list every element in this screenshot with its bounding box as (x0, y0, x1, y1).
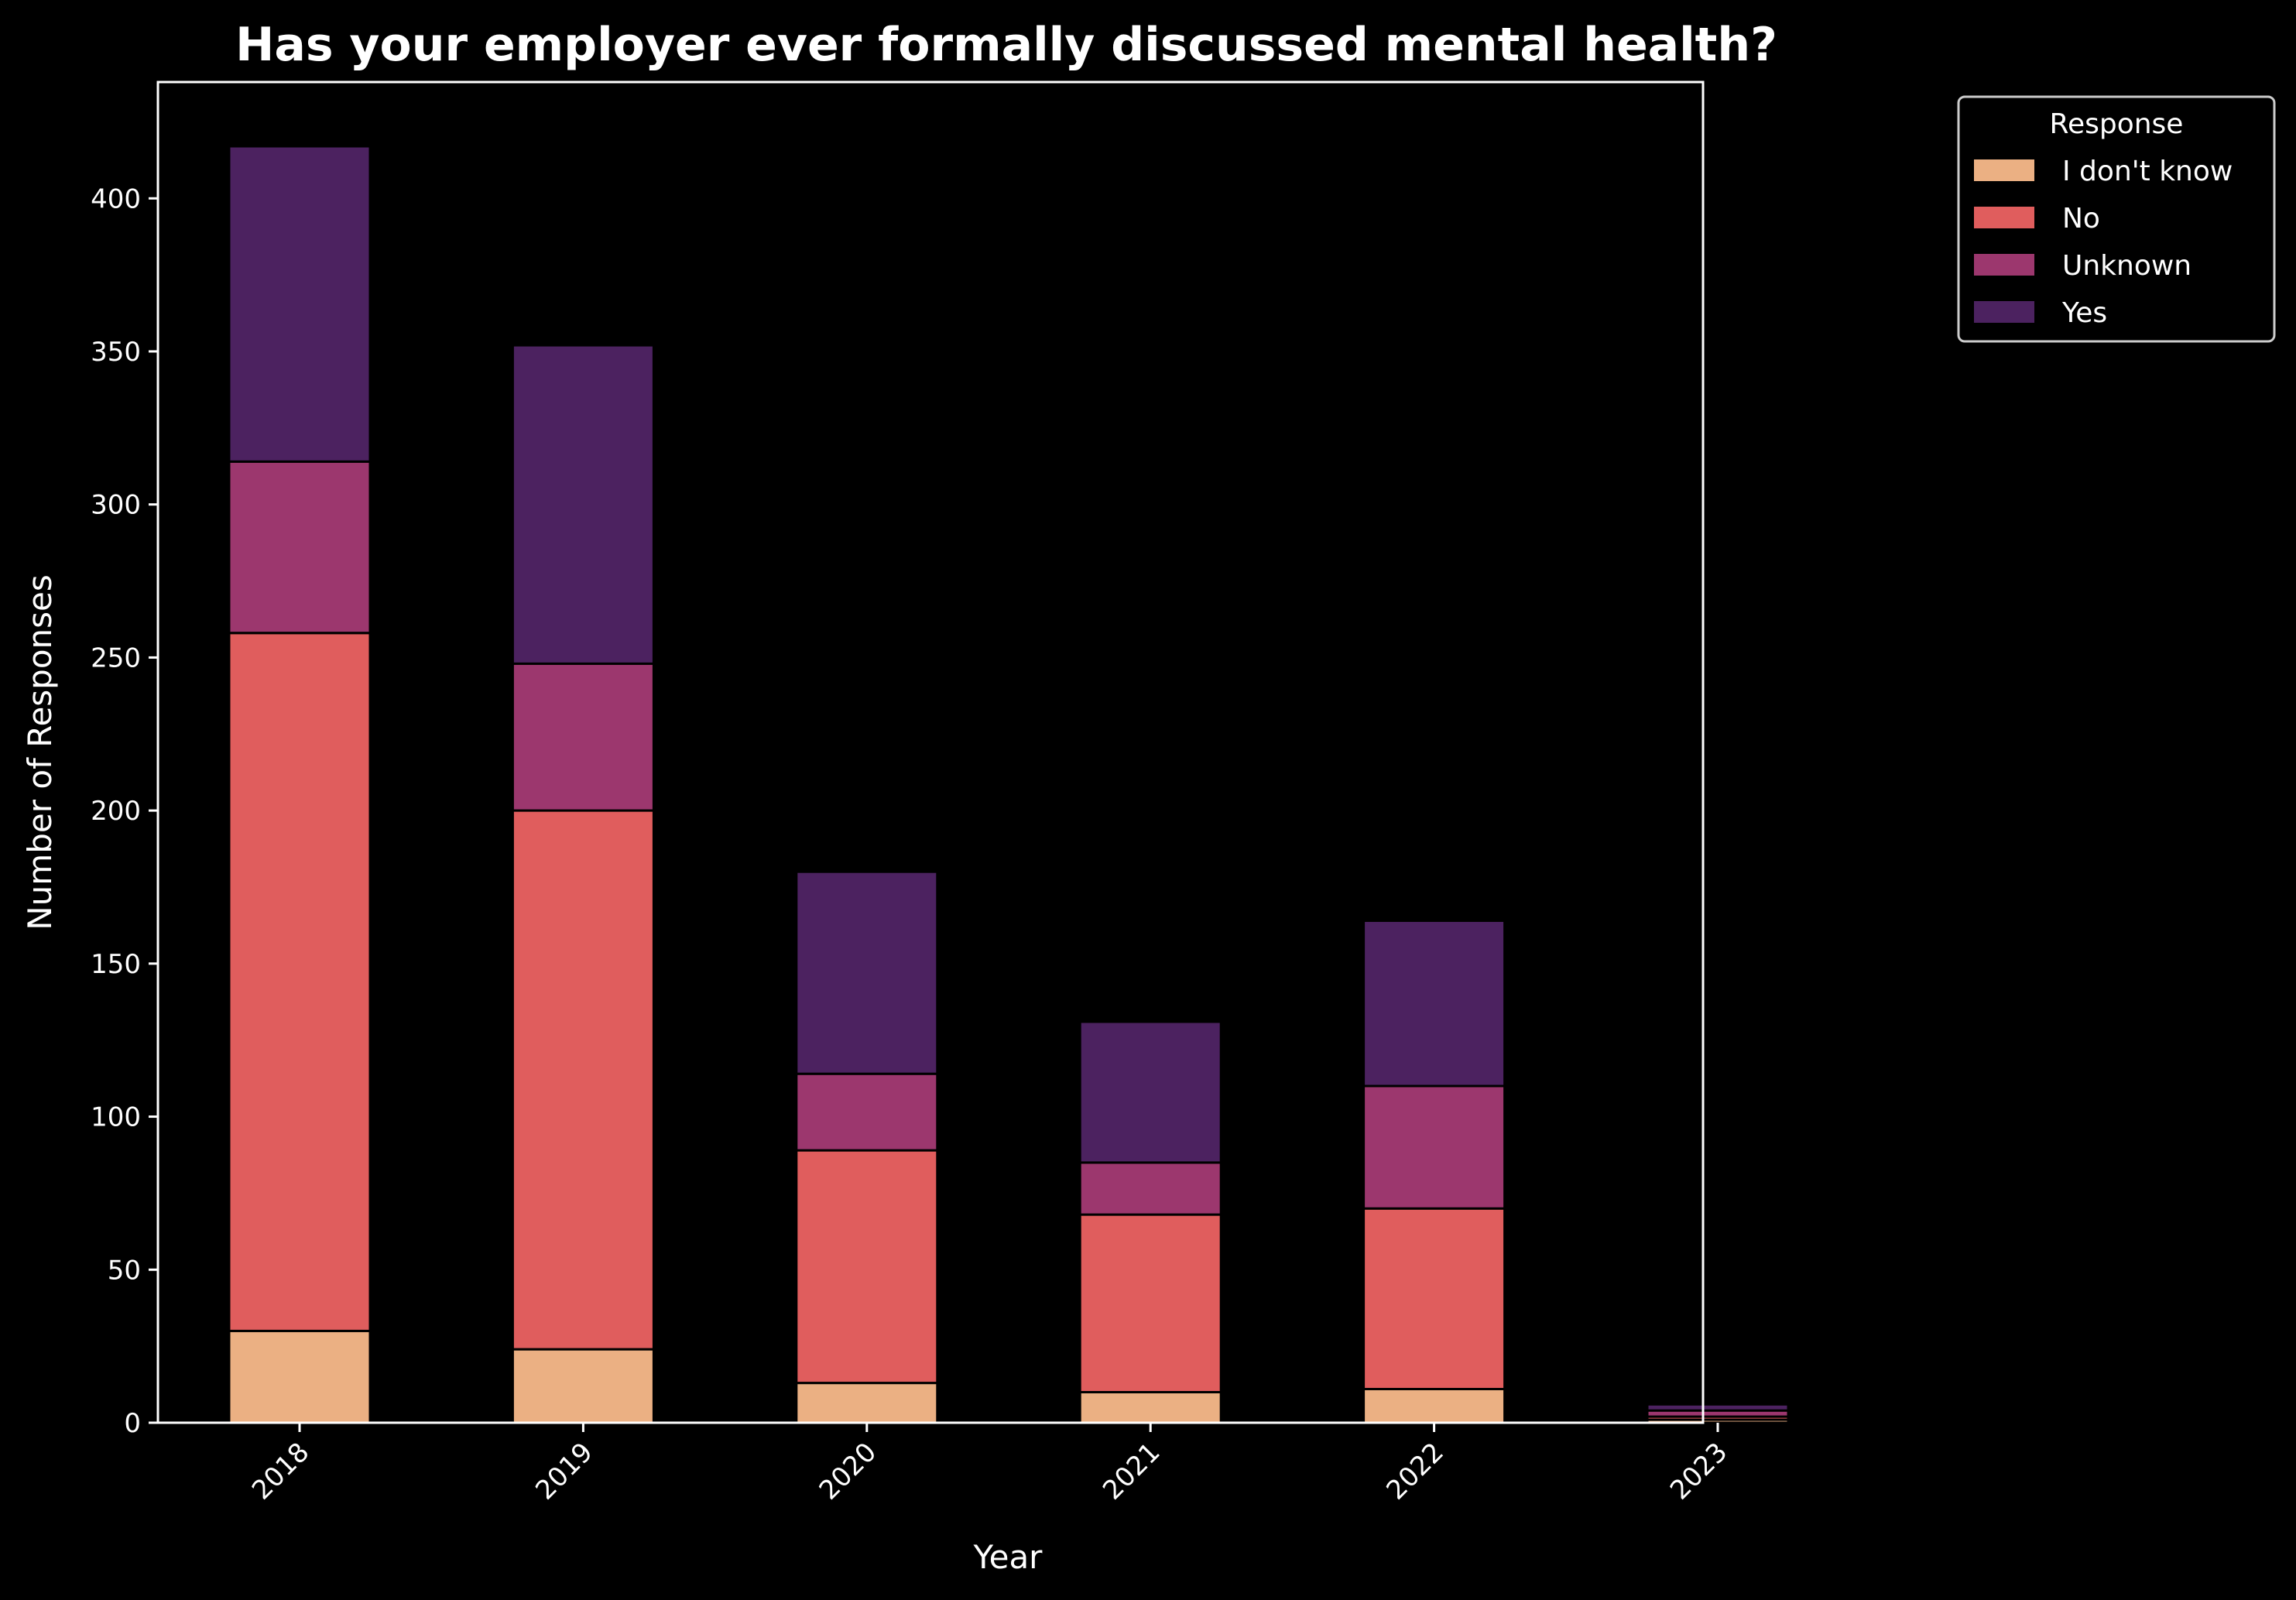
bar-segment-2019-no (511, 809, 655, 1351)
legend-frame (1957, 95, 2276, 343)
bar-segment-2023-yes (1646, 1403, 1790, 1412)
x-axis-label: Year (973, 1538, 1043, 1576)
bar-segment-2018-i-don-t-know (228, 1329, 372, 1424)
chart-title: Has your employer ever formally discusse… (235, 18, 1777, 72)
y-axis-ticks: 0 50 100 150 200 250 300 350 400 (91, 183, 158, 1439)
y-tick-label: 50 (108, 1255, 141, 1286)
bar-segment-2021-no (1078, 1213, 1222, 1393)
legend-swatch (1974, 159, 2034, 181)
bar-segment-2020-i-don-t-know (795, 1382, 939, 1424)
y-tick-label: 350 (91, 337, 141, 368)
y-tick-label: 150 (91, 949, 141, 980)
bar-segment-2022-no (1362, 1207, 1506, 1390)
legend-label: Yes (2061, 297, 2107, 329)
y-tick-label: 100 (91, 1102, 141, 1133)
legend-swatch (1974, 254, 2034, 276)
y-tick-label: 200 (91, 796, 141, 827)
bar-segment-2022-unknown (1362, 1084, 1506, 1210)
bar-segment-2022-i-don-t-know (1362, 1388, 1506, 1424)
bar-segment-2021-yes (1078, 1020, 1222, 1164)
plot-frame (156, 81, 1705, 1424)
bar-segment-2020-unknown (795, 1072, 939, 1152)
legend-title: Response (2050, 108, 2184, 140)
y-tick-label: 250 (91, 642, 141, 673)
bar-segment-2019-i-don-t-know (511, 1348, 655, 1424)
legend-swatch (1974, 301, 2034, 323)
y-tick-label: 400 (91, 183, 141, 214)
bar-segment-2019-yes (511, 344, 655, 665)
bar-segment-2022-yes (1362, 920, 1506, 1088)
bars-group (228, 145, 1790, 1424)
legend-label: I don't know (2062, 156, 2233, 187)
y-axis-label: Number of Responses (21, 574, 59, 930)
bar-segment-2021-unknown (1078, 1161, 1222, 1216)
bar-segment-2021-i-don-t-know (1078, 1391, 1222, 1424)
y-tick-label: 0 (124, 1408, 141, 1439)
bar-segment-2019-unknown (511, 662, 655, 812)
bar-segment-2018-no (228, 632, 372, 1332)
bar-segment-2018-yes (228, 145, 372, 463)
bar-segment-2020-yes (795, 870, 939, 1075)
y-tick-label: 300 (91, 490, 141, 521)
bar-segment-2018-unknown (228, 460, 372, 635)
legend-label: No (2062, 203, 2100, 235)
legend-swatch (1974, 207, 2034, 228)
legend-items: I don't know No Unknown Yes (1974, 156, 2233, 329)
bar-segment-2020-no (795, 1149, 939, 1385)
legend-label: Unknown (2062, 250, 2191, 282)
legend: Response I don't know No Unknown Yes (1957, 95, 2276, 343)
